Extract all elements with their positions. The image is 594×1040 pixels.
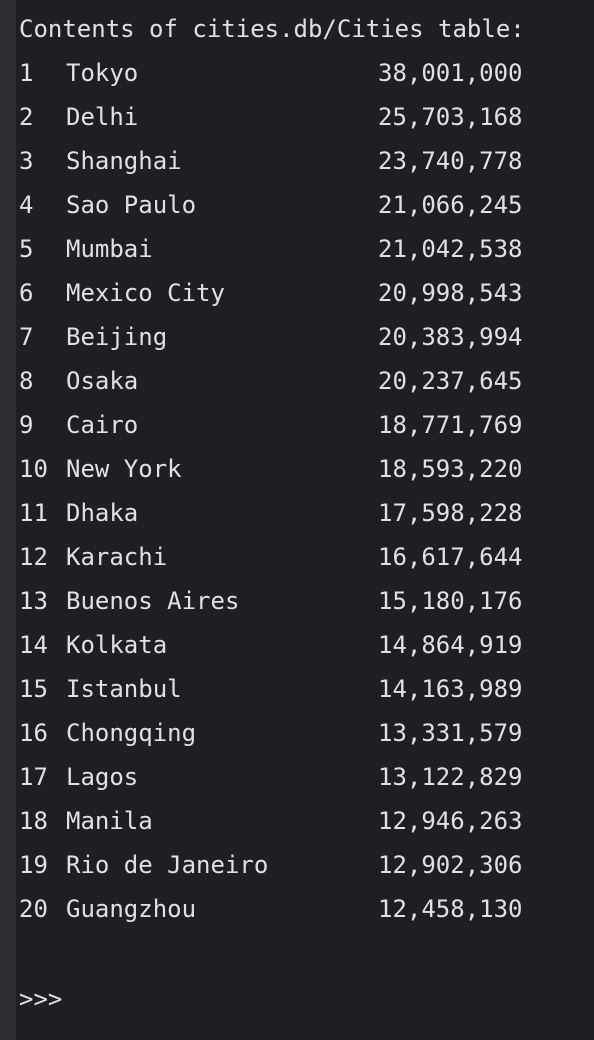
row-city: Mexico City xyxy=(66,279,225,307)
table-row: 3 Shanghai 23,740,778 xyxy=(19,139,579,183)
row-rank: 14 xyxy=(19,631,48,659)
row-rank: 4 xyxy=(19,191,34,219)
row-rank: 3 xyxy=(19,147,34,175)
table-row: 5 Mumbai 21,042,538 xyxy=(19,227,579,271)
row-rank: 17 xyxy=(19,763,48,791)
row-population: 15,180,176 xyxy=(378,587,523,615)
table-row: 6 Mexico City 20,998,543 xyxy=(19,271,579,315)
row-population: 21,042,538 xyxy=(378,235,523,263)
row-population: 38,001,000 xyxy=(378,59,523,87)
table-row: 10 New York 18,593,220 xyxy=(19,447,579,491)
row-city: Chongqing xyxy=(66,719,197,747)
row-population: 14,163,989 xyxy=(378,675,523,703)
row-city: Karachi xyxy=(66,543,168,571)
table-row: 1 Tokyo 38,001,000 xyxy=(19,51,579,95)
row-population: 16,617,644 xyxy=(378,543,523,571)
row-city: New York xyxy=(66,455,182,483)
row-population: 18,593,220 xyxy=(378,455,523,483)
table-row: 15 Istanbul 14,163,989 xyxy=(19,667,579,711)
row-city: Osaka xyxy=(66,367,139,395)
row-rank: 6 xyxy=(19,279,34,307)
row-rank: 10 xyxy=(19,455,48,483)
table-row: 12 Karachi 16,617,644 xyxy=(19,535,579,579)
row-rank: 16 xyxy=(19,719,48,747)
row-city: Mumbai xyxy=(66,235,153,263)
row-population: 17,598,228 xyxy=(378,499,523,527)
row-rank: 7 xyxy=(19,323,34,351)
row-rank: 2 xyxy=(19,103,34,131)
row-city: Dhaka xyxy=(66,499,139,527)
row-city: Manila xyxy=(66,807,153,835)
row-city: Sao Paulo xyxy=(66,191,197,219)
row-population: 12,946,263 xyxy=(378,807,523,835)
row-population: 12,902,306 xyxy=(378,851,523,879)
row-population: 20,383,994 xyxy=(378,323,523,351)
table-row: 20 Guangzhou 12,458,130 xyxy=(19,887,579,931)
table-row: 4 Sao Paulo 21,066,245 xyxy=(19,183,579,227)
row-city: Kolkata xyxy=(66,631,168,659)
table-row: 16 Chongqing 13,331,579 xyxy=(19,711,579,755)
row-population: 25,703,168 xyxy=(378,103,523,131)
row-rank: 19 xyxy=(19,851,48,879)
row-city: Lagos xyxy=(66,763,139,791)
row-rank: 15 xyxy=(19,675,48,703)
console-prompt[interactable]: >>> xyxy=(19,985,63,1013)
row-city: Tokyo xyxy=(66,59,139,87)
row-city: Rio de Janeiro xyxy=(66,851,269,879)
row-city: Shanghai xyxy=(66,147,182,175)
row-rank: 11 xyxy=(19,499,48,527)
python-console-output[interactable]: Contents of cities.db/Cities table: 1 Tok… xyxy=(16,0,594,1040)
table-row: 2 Delhi 25,703,168 xyxy=(19,95,579,139)
row-rank: 20 xyxy=(19,895,48,923)
table-row: 7 Beijing 20,383,994 xyxy=(19,315,579,359)
row-city: Cairo xyxy=(66,411,139,439)
row-rank: 1 xyxy=(19,59,34,87)
cities-table-output: 1 Tokyo 38,001,000 2 Delhi 25,703,168 3 Shangha… xyxy=(19,51,579,931)
row-rank: 18 xyxy=(19,807,48,835)
row-population: 21,066,245 xyxy=(378,191,523,219)
row-rank: 8 xyxy=(19,367,34,395)
row-city: Istanbul xyxy=(66,675,182,703)
row-population: 13,122,829 xyxy=(378,763,523,791)
row-rank: 12 xyxy=(19,543,48,571)
table-row: 17 Lagos 13,122,829 xyxy=(19,755,579,799)
row-population: 20,237,645 xyxy=(378,367,523,395)
row-rank: 9 xyxy=(19,411,34,439)
table-row: 19 Rio de Janeiro 12,902,306 xyxy=(19,843,579,887)
row-city: Delhi xyxy=(66,103,139,131)
row-population: 12,458,130 xyxy=(378,895,523,923)
table-row: 8 Osaka 20,237,645 xyxy=(19,359,579,403)
row-population: 20,998,543 xyxy=(378,279,523,307)
row-population: 14,864,919 xyxy=(378,631,523,659)
table-row: 14 Kolkata 14,864,919 xyxy=(19,623,579,667)
row-rank: 13 xyxy=(19,587,48,615)
table-row: 11 Dhaka 17,598,228 xyxy=(19,491,579,535)
row-rank: 5 xyxy=(19,235,34,263)
table-row: 9 Cairo 18,771,769 xyxy=(19,403,579,447)
row-city: Guangzhou xyxy=(66,895,197,923)
row-city: Buenos Aires xyxy=(66,587,240,615)
output-header: Contents of cities.db/Cities table: xyxy=(19,15,525,43)
row-population: 23,740,778 xyxy=(378,147,523,175)
row-city: Beijing xyxy=(66,323,168,351)
console-gutter xyxy=(0,0,16,1040)
table-row: 18 Manila 12,946,263 xyxy=(19,799,579,843)
table-row: 13 Buenos Aires 15,180,176 xyxy=(19,579,579,623)
row-population: 13,331,579 xyxy=(378,719,523,747)
row-population: 18,771,769 xyxy=(378,411,523,439)
